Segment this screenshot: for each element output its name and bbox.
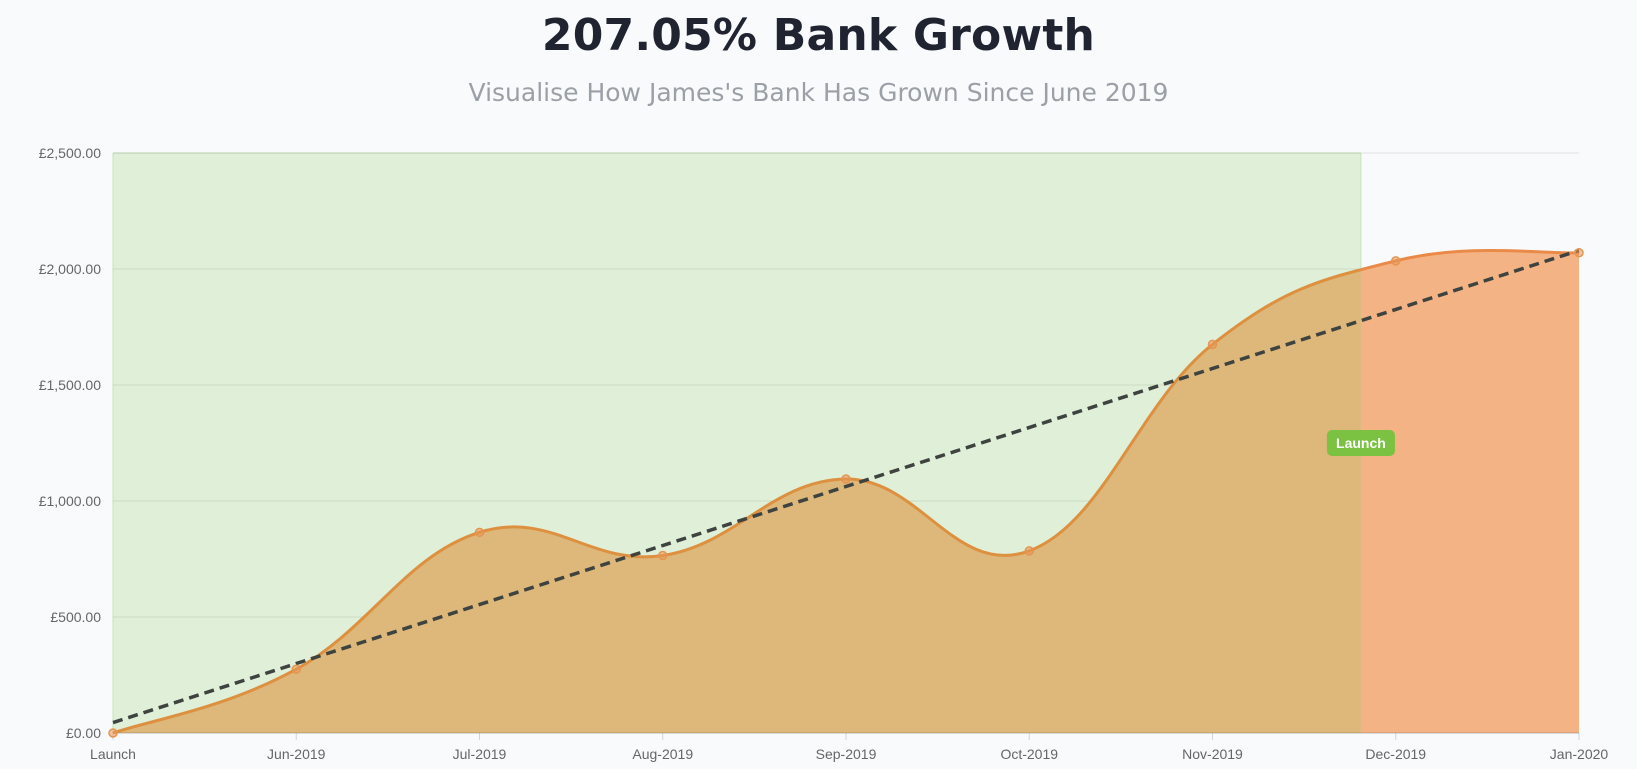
x-tick-label: Jan-2020 [1550, 746, 1609, 762]
data-point [1392, 257, 1400, 265]
data-point [292, 665, 300, 673]
data-point [1209, 340, 1217, 348]
x-tick-label: Sep-2019 [816, 746, 877, 762]
y-tick-label: £500.00 [50, 609, 101, 625]
launch-badge-label: Launch [1336, 435, 1386, 451]
x-tick-label: Oct-2019 [1000, 746, 1058, 762]
page-subtitle: Visualise How James's Bank Has Grown Sin… [0, 78, 1637, 107]
x-tick-label: Dec-2019 [1365, 746, 1426, 762]
data-point [109, 729, 117, 737]
x-tick-label: Jun-2019 [267, 746, 326, 762]
data-point [1575, 249, 1583, 257]
y-tick-label: £1,500.00 [39, 377, 101, 393]
page-title: 207.05% Bank Growth [0, 10, 1637, 61]
data-point [476, 528, 484, 536]
x-tick-label: Launch [90, 746, 136, 762]
y-tick-label: £2,000.00 [39, 261, 101, 277]
x-tick-label: Nov-2019 [1182, 746, 1243, 762]
data-point [1025, 547, 1033, 555]
data-point [659, 552, 667, 560]
y-tick-label: £0.00 [66, 725, 101, 741]
x-tick-label: Jul-2019 [453, 746, 507, 762]
x-tick-label: Aug-2019 [632, 746, 693, 762]
y-tick-label: £2,500.00 [39, 145, 101, 161]
data-point [842, 475, 850, 483]
y-tick-label: £1,000.00 [39, 493, 101, 509]
